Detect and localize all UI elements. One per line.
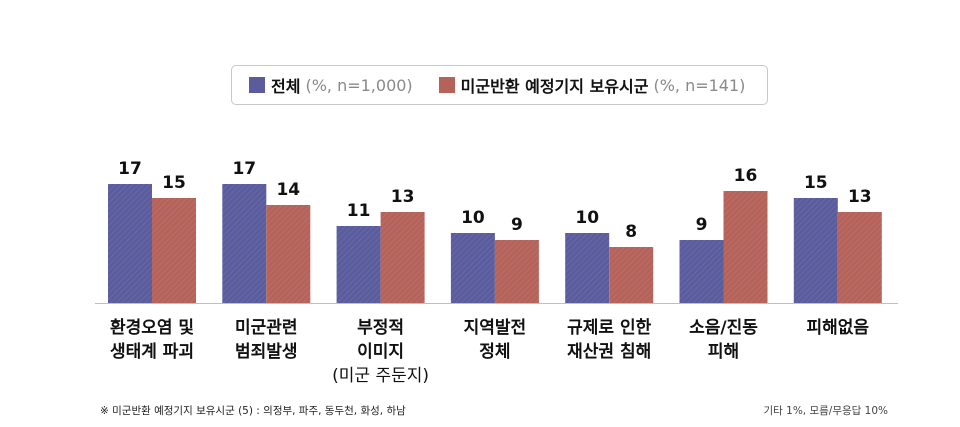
data-label-base-5: 16	[734, 166, 758, 186]
data-label-base-0: 15	[162, 173, 186, 193]
bar-base-2	[380, 212, 425, 303]
bar-total-1	[222, 184, 267, 303]
category-label-4-line-1: 재산권 침해	[567, 341, 651, 362]
legend-swatch-base	[438, 77, 455, 93]
data-label-base-4: 8	[625, 222, 637, 242]
data-label-total-0: 17	[118, 159, 142, 179]
bar-base-4	[609, 247, 654, 303]
category-label-2-line-0: 부정적	[357, 318, 404, 338]
data-label-total-3: 10	[461, 208, 485, 228]
bar-total-5	[679, 240, 724, 303]
chart-legend: 전체 (%, n=1,000) 미군반환 예정기지 보유시군 (%, n=141…	[231, 65, 768, 105]
category-label-3-line-0: 지역발전	[464, 318, 527, 338]
category-label-1-line-0: 미군관련	[235, 318, 298, 338]
data-label-total-2: 11	[347, 201, 371, 221]
category-label-6-line-0: 피해없음	[807, 318, 870, 338]
bar-total-0	[108, 184, 152, 303]
bar-base-0	[152, 198, 196, 303]
footnote: ※ 미군반환 예정기지 보유시군 (5) : 의정부, 파주, 동두천, 화성,…	[100, 405, 406, 417]
legend-item-total: 전체 (%, n=1,000)	[249, 73, 413, 97]
legend-note-total: (%, n=1,000)	[305, 75, 413, 95]
data-label-base-3: 9	[511, 215, 523, 235]
category-label-4-line-0: 규제로 인한	[567, 318, 651, 338]
legend-label-base: 미군반환 예정기지 보유시군	[460, 77, 649, 96]
category-label-0-line-0: 환경오염 및	[110, 318, 194, 338]
category-label-2-line-2: (미군 주둔지)	[332, 366, 429, 386]
data-label-total-1: 17	[232, 159, 256, 179]
category-label-5-line-0: 소음/진동	[689, 318, 758, 338]
legend-item-base: 미군반환 예정기지 보유시군 (%, n=141)	[438, 73, 746, 97]
data-label-total-4: 10	[575, 208, 599, 228]
bar-total-3	[450, 233, 495, 303]
category-label-1-line-1: 범죄발생	[235, 342, 298, 362]
bar-total-2	[336, 226, 381, 303]
bar-base-1	[266, 205, 311, 303]
data-label-total-6: 15	[804, 173, 828, 193]
data-label-total-5: 9	[696, 215, 708, 235]
legend-label-total: 전체	[271, 77, 301, 96]
bar-base-6	[837, 212, 882, 303]
data-label-base-1: 14	[276, 180, 300, 200]
legend-note-base: (%, n=141)	[653, 75, 746, 95]
bar-total-4	[565, 233, 610, 303]
category-label-2-line-1: 이미지	[357, 342, 404, 362]
legend-swatch-total	[249, 77, 265, 93]
data-label-base-6: 13	[848, 187, 872, 207]
category-label-0-line-1: 생태계 파괴	[110, 342, 194, 362]
category-label-3-line-1: 정체	[479, 342, 510, 362]
category-label-5-line-1: 피해	[708, 342, 739, 362]
bar-total-6	[793, 198, 838, 303]
footnote-nonresponse: 기타 1%, 모름/무응답 10%	[763, 405, 888, 417]
data-label-base-2: 13	[391, 187, 415, 207]
bar-base-3	[494, 240, 539, 303]
bar-base-5	[723, 191, 768, 303]
